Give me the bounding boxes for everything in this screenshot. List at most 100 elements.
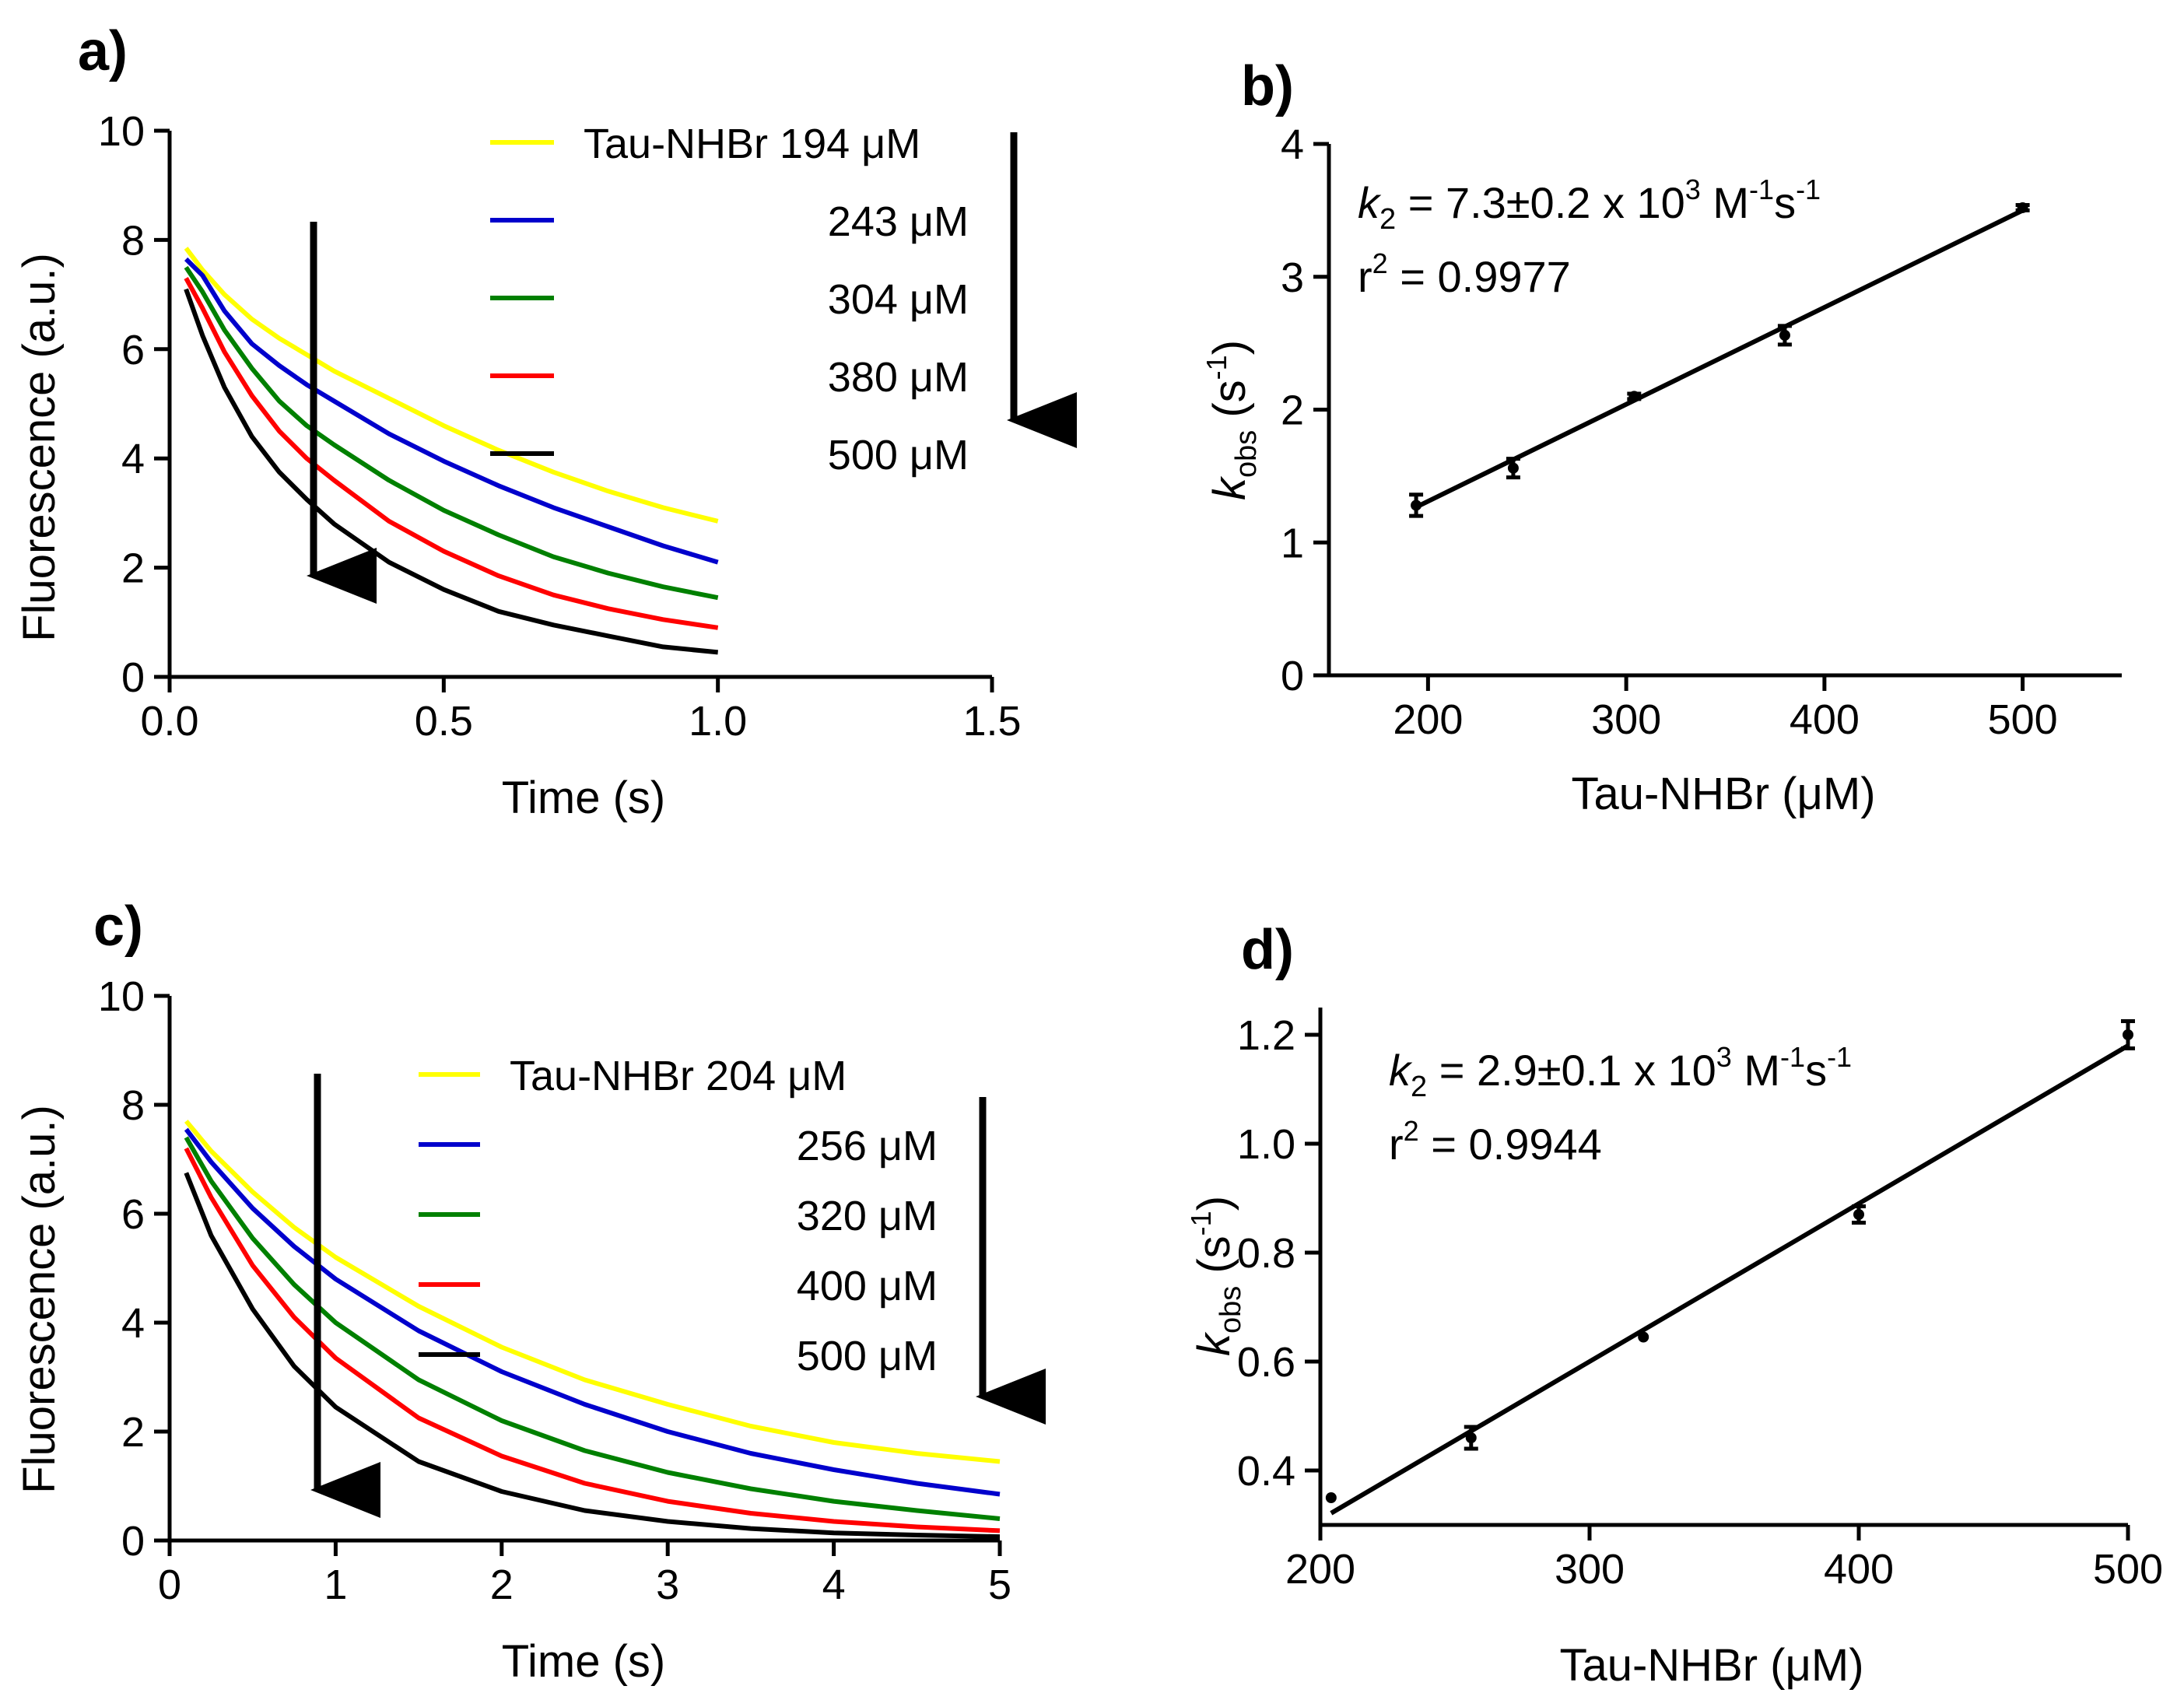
panel-a-y-axis: 0 2 4 6 8 10	[98, 108, 172, 701]
x-tick-label: 5	[988, 1562, 1011, 1608]
panel-c: c) 0 1 2 3 4 5 0 2 4 6 8 10 Time (s) Fluorescence …	[14, 896, 1046, 1687]
y-tick-label: 4	[121, 436, 145, 482]
data-point	[2123, 1029, 2133, 1040]
panel-label-c: c)	[93, 896, 143, 958]
y-tick-label: 8	[121, 1082, 145, 1129]
legend-label: 304 μM	[828, 276, 969, 323]
x-tick-label: 1	[324, 1562, 347, 1608]
panel-c-y-axis-title: Fluorescence (a.u.)	[14, 1105, 65, 1494]
panel-d: d) 200 300 400 500 0.4 0.6 0.8 1.0 1.2 Tau-NHBr…	[1185, 919, 2163, 1691]
data-point	[1638, 1331, 1649, 1343]
x-tick-label: 200	[1393, 696, 1463, 743]
x-tick-label: 300	[1555, 1546, 1625, 1593]
legend-label: Tau-NHBr 204 μM	[510, 1053, 847, 1099]
data-point	[1628, 391, 1640, 402]
y-tick-label: 0	[121, 1518, 145, 1565]
legend-label: 243 μM	[828, 198, 969, 245]
legend-label: Tau-NHBr 194 μM	[584, 121, 920, 167]
legend-label: 500 μM	[797, 1333, 938, 1379]
x-tick-label: 400	[1790, 696, 1860, 743]
panel-d-plot-area	[1325, 1019, 2135, 1516]
x-tick-label: 2	[490, 1562, 514, 1608]
y-tick-label: 2	[121, 545, 145, 592]
panel-d-rate-constant: k2 = 2.9±0.1 x 103 M-1s-1	[1389, 1041, 1852, 1103]
x-tick-label: 500	[2093, 1546, 2163, 1593]
legend-label: 400 μM	[797, 1263, 938, 1309]
panel-a-plot-area	[184, 247, 719, 655]
x-tick-label: 1.0	[689, 698, 747, 745]
panel-b-y-axis: 0 1 2 3 4	[1281, 121, 1331, 699]
series-line	[184, 1136, 1001, 1521]
panel-c-x-axis-title: Time (s)	[502, 1636, 665, 1687]
series-line	[184, 265, 719, 601]
x-tick-label: 200	[1285, 1546, 1355, 1593]
panel-label-a: a)	[78, 20, 128, 82]
y-tick-label: 4	[1281, 121, 1304, 168]
series-line	[184, 1172, 1001, 1540]
panel-d-y-axis-title: kobs (s-1)	[1185, 1196, 1247, 1356]
panel-c-y-axis: 0 2 4 6 8 10	[98, 973, 172, 1565]
series-line	[184, 277, 719, 630]
x-tick-label: 1.5	[962, 698, 1021, 745]
series-line	[184, 257, 719, 565]
data-point	[1853, 1209, 1864, 1220]
y-tick-label: 2	[121, 1409, 145, 1456]
panel-d-x-axis-title: Tau-NHBr (μM)	[1559, 1640, 1863, 1691]
panel-label-b: b)	[1241, 55, 1294, 117]
x-tick-label: 0.5	[415, 698, 473, 745]
legend-label: 256 μM	[797, 1123, 938, 1169]
y-tick-label: 3	[1281, 254, 1304, 301]
legend-label: 380 μM	[828, 354, 969, 401]
panel-a-x-axis-title: Time (s)	[502, 773, 665, 823]
series-line	[184, 288, 718, 655]
data-point	[1507, 462, 1519, 474]
panel-a: a) 0.0 0.5 1.0 1.5 0 2 4 6 8 10 Time (s) Fluores…	[14, 20, 1077, 823]
x-tick-label: 0	[158, 1562, 181, 1608]
data-point	[1325, 1492, 1337, 1503]
y-tick-label: 6	[121, 327, 145, 373]
panel-c-x-axis: 0 1 2 3 4 5	[158, 1538, 1011, 1608]
y-tick-label: 0	[1281, 653, 1304, 699]
panel-b-x-axis: 200 300 400 500	[1329, 673, 2122, 743]
panel-b-y-axis-title: kobs (s-1)	[1201, 340, 1263, 500]
panel-a-legend: Tau-NHBr 194 μM 243 μM 304 μM 380 μM 500 μM	[490, 121, 969, 478]
x-tick-label: 300	[1591, 696, 1661, 743]
y-tick-label: 6	[121, 1191, 145, 1238]
y-tick-label: 1	[1281, 520, 1304, 566]
panel-d-x-axis: 200 300 400 500	[1285, 1523, 2163, 1593]
series-line	[184, 1120, 1001, 1464]
fit-line	[1330, 1043, 2130, 1516]
panel-b-rate-constant: k2 = 7.3±0.2 x 103 M-1s-1	[1358, 174, 1821, 236]
panel-c-legend: Tau-NHBr 204 μM 256 μM 320 μM 400 μM 500 μM	[419, 1053, 938, 1379]
y-tick-label: 8	[121, 217, 145, 264]
y-tick-label: 2	[1281, 387, 1304, 434]
panel-b-plot-area	[1409, 202, 2030, 518]
panel-d-y-axis: 0.4 0.6 0.8 1.0 1.2	[1237, 1008, 1323, 1525]
y-tick-label: 0.6	[1237, 1339, 1295, 1386]
y-tick-label: 10	[98, 108, 145, 155]
panel-b-r-squared: r2 = 0.9977	[1358, 247, 1571, 301]
x-tick-label: 0.0	[140, 698, 198, 745]
panel-b-x-axis-title: Tau-NHBr (μM)	[1571, 769, 1875, 819]
y-tick-label: 4	[121, 1300, 145, 1347]
legend-label: 320 μM	[797, 1193, 938, 1239]
panel-d-r-squared: r2 = 0.9944	[1389, 1115, 1602, 1169]
series-line	[184, 247, 719, 524]
data-point	[2017, 202, 2028, 213]
panel-a-y-axis-title: Fluorescence (a.u.)	[14, 253, 65, 642]
data-point	[1411, 499, 1422, 511]
x-tick-label: 400	[1824, 1546, 1894, 1593]
data-point	[1465, 1432, 1477, 1443]
legend-label: 500 μM	[828, 432, 969, 478]
series-line	[184, 1127, 1001, 1497]
series-line	[184, 1147, 1001, 1533]
y-tick-label: 0	[121, 654, 145, 701]
panel-c-plot-area	[184, 1120, 1001, 1540]
panel-b: b) 200 300 400 500 0 1 2 3 4 Tau-NHBr (μM) kobs…	[1201, 55, 2122, 819]
y-tick-label: 1.0	[1237, 1121, 1295, 1168]
panel-label-d: d)	[1241, 919, 1294, 981]
data-point	[1779, 329, 1790, 341]
x-tick-label: 3	[656, 1562, 679, 1608]
x-tick-label: 4	[822, 1562, 846, 1608]
